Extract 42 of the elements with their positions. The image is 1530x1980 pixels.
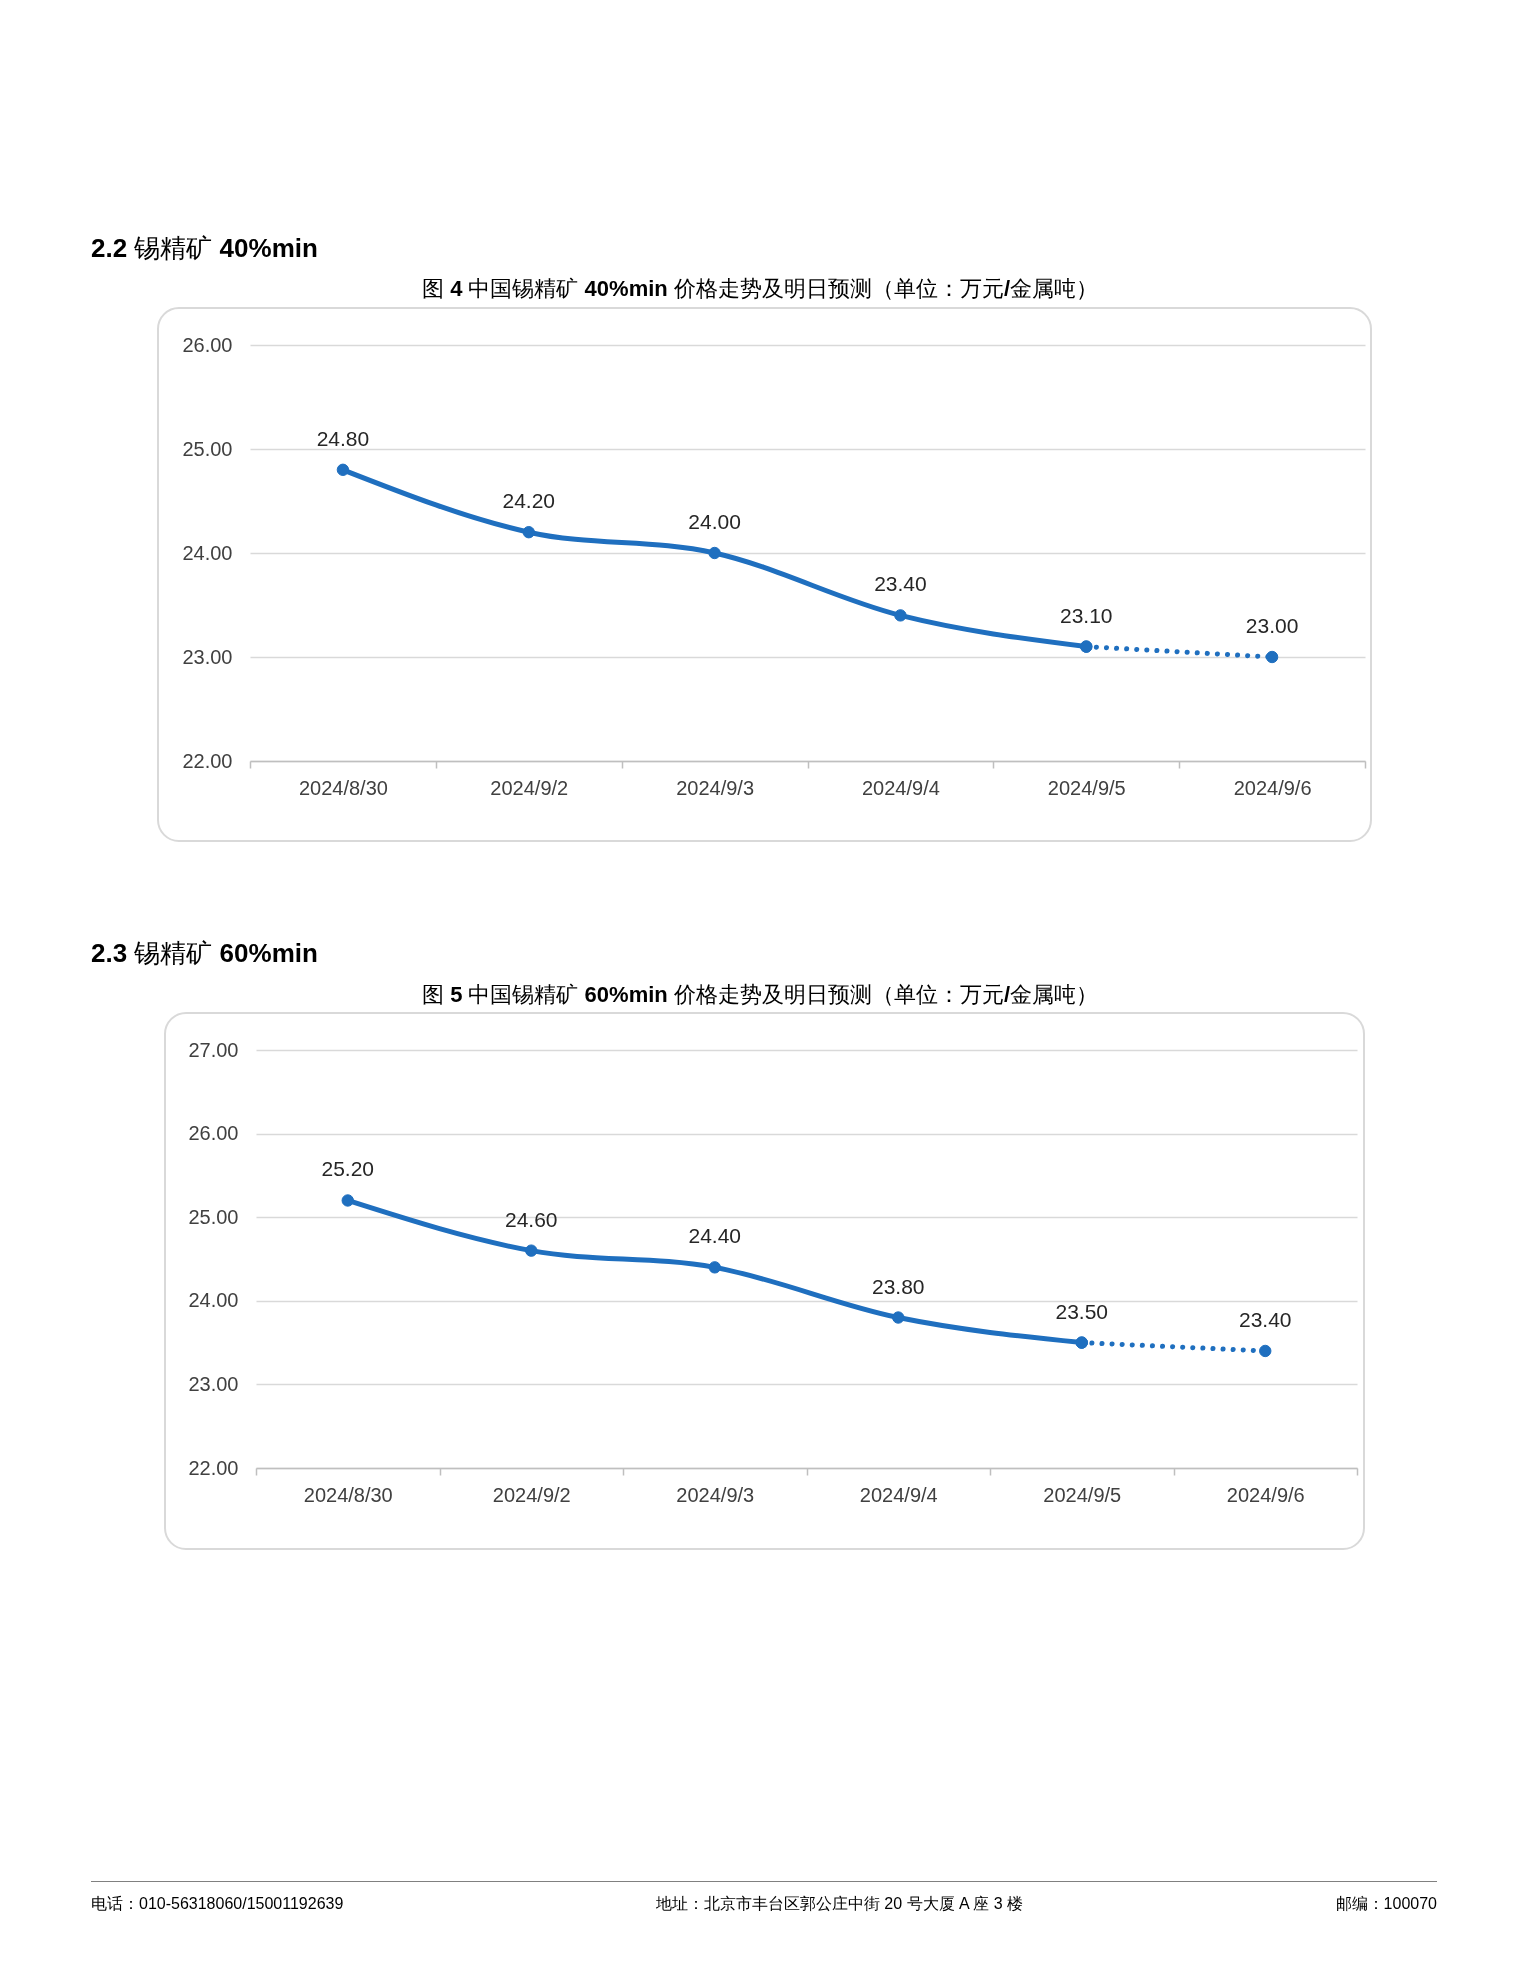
text: 邮编：100070	[1335, 1894, 1437, 1914]
chart-title: 2.3 锡精矿 60%min	[91, 938, 318, 968]
x-tick-label: 2024/9/6	[1233, 776, 1312, 799]
y-tick-label: 26.00	[182, 333, 233, 356]
x-tick-label: 2024/9/6	[1226, 1483, 1305, 1506]
data-label: 23.00	[1245, 614, 1299, 637]
y-tick-label: 25.00	[182, 437, 233, 460]
chart-subtitle: 图 5 中国锡精矿 60%min 价格走势及明日预测（单位：万元/金属吨）	[422, 982, 1098, 1007]
data-label: 23.40	[1238, 1307, 1292, 1331]
y-tick-label: 23.00	[188, 1372, 239, 1395]
x-tick-label: 2024/9/5	[1043, 1483, 1122, 1506]
y-tick-label: 26.00	[188, 1122, 239, 1145]
data-label: 24.80	[316, 426, 370, 450]
x-tick-label: 2024/9/2	[492, 1483, 571, 1506]
x-tick-label: 2024/9/3	[676, 1483, 755, 1506]
data-label: 23.10	[1059, 603, 1113, 627]
y-tick-label: 23.00	[182, 645, 233, 668]
x-tick-label: 2024/9/4	[859, 1483, 938, 1506]
text: 地址：北京市丰台区郭公庄中街 20 号大厦 A 座 3 楼	[655, 1894, 1024, 1914]
y-tick-label: 27.00	[188, 1038, 239, 1061]
data-label: 23.50	[1055, 1299, 1109, 1323]
data-label: 25.20	[321, 1157, 375, 1181]
chart-title: 2.2 锡精矿 40%min	[91, 233, 318, 263]
data-label: 23.80	[871, 1274, 925, 1298]
x-tick-label: 2024/8/30	[298, 776, 388, 799]
x-tick-label: 2024/9/5	[1047, 776, 1126, 799]
chart-subtitle: 图 4 中国锡精矿 40%min 价格走势及明日预测（单位：万元/金属吨）	[422, 276, 1098, 301]
y-tick-label: 25.00	[188, 1205, 239, 1228]
data-label: 24.20	[502, 489, 556, 513]
y-tick-label: 22.00	[188, 1456, 239, 1479]
x-tick-label: 2024/8/30	[303, 1483, 393, 1506]
x-tick-label: 2024/9/4	[861, 776, 940, 799]
data-label: 24.60	[504, 1207, 558, 1231]
text: 电话：010-56318060/15001192639	[91, 1894, 344, 1914]
y-tick-label: 24.00	[188, 1289, 239, 1312]
data-label: 24.00	[688, 510, 741, 533]
data-label: 23.40	[874, 572, 927, 596]
x-tick-label: 2024/9/2	[490, 776, 569, 799]
y-tick-label: 24.00	[182, 541, 233, 564]
y-tick-label: 22.00	[182, 749, 233, 772]
data-label: 24.40	[688, 1224, 742, 1248]
x-tick-label: 2024/9/3	[676, 776, 755, 799]
